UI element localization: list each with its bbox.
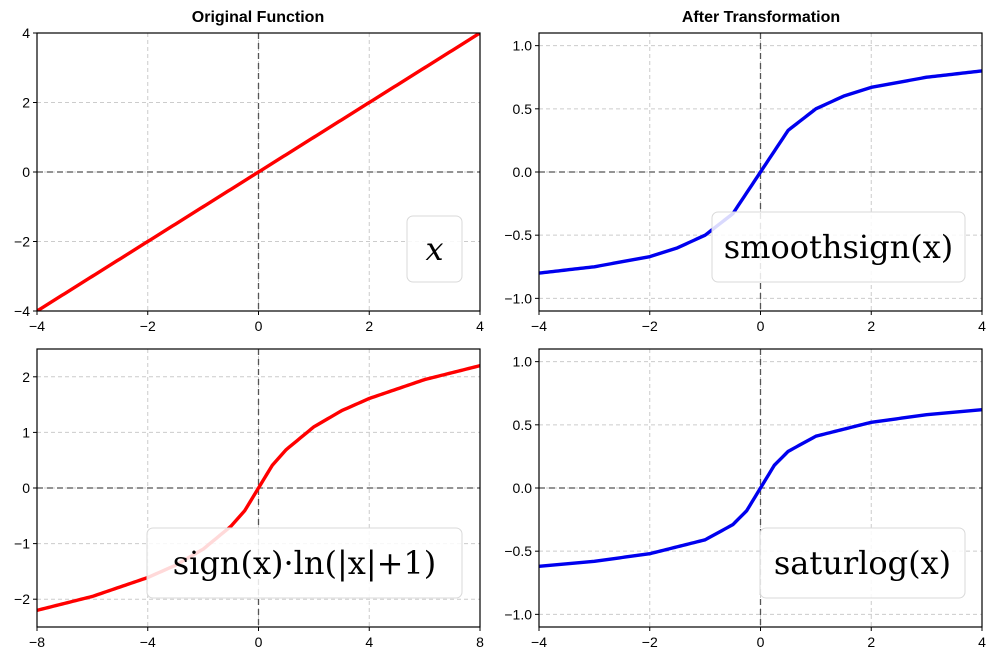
y-tick-label: 2 — [22, 369, 30, 385]
y-tick-label: 0.0 — [513, 164, 533, 180]
series-line — [37, 364, 480, 612]
y-tick-label: 4 — [22, 25, 30, 41]
legend: smoothsign(x) — [711, 211, 966, 283]
y-tick-label: 0.0 — [513, 480, 533, 496]
y-tick-label: 0 — [22, 164, 30, 180]
y-tick-label: 1 — [22, 424, 30, 440]
y-tick-label: −4 — [14, 303, 30, 319]
legend-label: saturlog(x) — [774, 544, 951, 582]
y-tick-label: 0 — [22, 480, 30, 496]
right-column-title: After Transformation — [682, 9, 840, 26]
y-tick-label: −0.5 — [504, 543, 532, 559]
x-tick-label: 0 — [255, 318, 263, 334]
panel-smoothsign: −4 −2 0 2 4 −1.0 −0.5 0.0 0.5 1.0 smoothsign(x) — [504, 32, 986, 334]
series-line — [37, 33, 480, 311]
x-tick-label: 2 — [365, 318, 373, 334]
legend-box — [711, 211, 966, 283]
x-tick-label: 4 — [978, 318, 986, 334]
legend-box — [759, 527, 966, 599]
y-tick-label: −1.0 — [504, 290, 532, 306]
y-tick-label: 0.5 — [513, 101, 533, 117]
legend-label: smoothsign(x) — [724, 228, 954, 266]
legend-box — [146, 527, 463, 599]
y-tick-label: −2 — [14, 591, 30, 607]
x-tick-label: 0 — [757, 634, 765, 650]
x-tick-label: −4 — [531, 318, 547, 334]
legend-box — [406, 215, 463, 283]
x-tick-label: −2 — [642, 634, 658, 650]
x-tick-label: 8 — [476, 634, 484, 650]
x-tick-label: −4 — [531, 634, 547, 650]
x-tick-label: −2 — [140, 318, 156, 334]
x-tick-label: 4 — [476, 318, 484, 334]
panel-saturlog: −4 −2 0 2 4 −1.0 −0.5 0.0 0.5 1.0 saturlog(x) — [504, 348, 986, 650]
x-tick-label: −4 — [29, 318, 45, 334]
x-tick-label: 0 — [255, 634, 263, 650]
x-tick-label: 4 — [365, 634, 373, 650]
x-tick-label: −2 — [642, 318, 658, 334]
legend: x — [406, 215, 463, 283]
y-tick-label: 0.5 — [513, 417, 533, 433]
x-tick-label: 2 — [867, 634, 875, 650]
y-tick-label: −1.0 — [504, 606, 532, 622]
x-tick-label: −8 — [29, 634, 45, 650]
panel-x: −4 −2 0 2 4 −4 −2 0 2 4 x — [14, 25, 484, 334]
y-tick-label: 1.0 — [513, 354, 533, 370]
legend: saturlog(x) — [759, 527, 966, 599]
x-tick-label: 4 — [978, 634, 986, 650]
x-tick-label: 0 — [757, 318, 765, 334]
y-tick-label: −2 — [14, 234, 30, 250]
legend: sign(x)·ln(|x|+1) — [146, 527, 463, 599]
y-tick-label: −1 — [14, 536, 30, 552]
left-column-title: Original Function — [192, 9, 324, 26]
x-tick-label: −4 — [140, 634, 156, 650]
legend-label: sign(x)·ln(|x|+1) — [173, 544, 437, 582]
y-tick-label: 1.0 — [513, 38, 533, 54]
y-tick-label: −0.5 — [504, 227, 532, 243]
legend-label: x — [425, 230, 443, 268]
series-line — [539, 69, 982, 275]
panel-signlog: −8 −4 0 4 8 −2 −1 0 1 2 sign(x)·ln(|x|+1) — [14, 348, 484, 650]
y-tick-label: 2 — [22, 95, 30, 111]
series-line — [539, 407, 982, 569]
x-tick-label: 2 — [867, 318, 875, 334]
